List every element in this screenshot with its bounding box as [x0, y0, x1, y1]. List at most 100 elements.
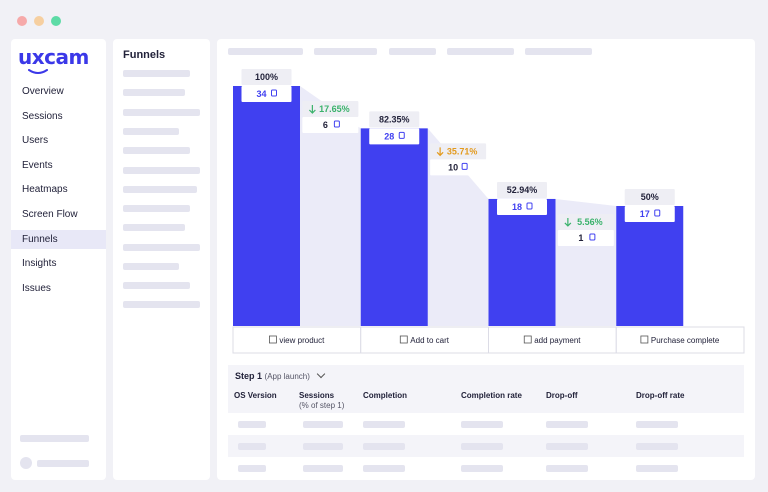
funnel-list-item[interactable]	[123, 167, 200, 174]
sidebar-item-screen-flow[interactable]: Screen Flow	[22, 209, 78, 220]
header-placeholder	[447, 48, 514, 55]
conversion-pct-label: 82.35%	[379, 114, 410, 124]
logo-text: uxcam	[18, 45, 89, 69]
conversion-label-bg	[624, 189, 675, 205]
session-count-label: 18	[512, 202, 522, 212]
sidebar-item-sessions[interactable]: Sessions	[22, 111, 63, 122]
event-icon	[399, 335, 408, 344]
header-drop-off-rate[interactable]: Drop-off rate	[636, 391, 685, 400]
header-placeholder	[314, 48, 377, 55]
count-label-bg	[624, 206, 675, 222]
sidebar-item-funnels[interactable]: Funnels	[11, 230, 106, 249]
session-icon	[271, 89, 277, 97]
event-icon	[640, 335, 649, 344]
dropoff-pct-label: 17.65%	[319, 104, 350, 114]
category-label: Purchase complete	[651, 336, 720, 345]
funnel-list-item[interactable]	[123, 70, 190, 77]
funnel-list-item[interactable]	[123, 301, 200, 308]
funnel-bar[interactable]	[488, 198, 556, 326]
step-selector[interactable]: Step 1 (App launch)	[228, 365, 744, 387]
arrow-down-icon	[564, 217, 572, 227]
header-sessions[interactable]: Sessions (% of step 1)	[299, 391, 345, 410]
table-row[interactable]	[228, 413, 744, 435]
dropoff-count-label: 6	[323, 120, 328, 130]
uxcam-logo[interactable]: uxcam	[18, 45, 96, 75]
sidebar-item-insights[interactable]: Insights	[22, 258, 57, 269]
funnel-bar[interactable]	[233, 86, 300, 326]
session-icon	[589, 233, 596, 241]
sidebar-item-users[interactable]: Users	[22, 135, 49, 146]
header-placeholder	[228, 48, 303, 55]
window-maximize-button[interactable]	[51, 16, 61, 26]
conversion-label-bg	[369, 111, 420, 128]
step-title: Step 1	[235, 371, 263, 381]
sidebar-placeholder	[20, 435, 89, 442]
dropoff-count-bg	[557, 229, 614, 246]
funnel-bar[interactable]	[360, 128, 428, 326]
window-close-button[interactable]	[17, 16, 27, 26]
funnels-panel-title: Funnels	[123, 49, 166, 61]
header-completion[interactable]: Completion	[363, 391, 407, 400]
conversion-pct-label: 100%	[255, 72, 278, 82]
event-icon	[523, 335, 532, 344]
conversion-label-bg	[241, 69, 292, 85]
session-icon	[398, 131, 405, 139]
sidebar-item-overview[interactable]: Overview	[22, 86, 64, 97]
table-row[interactable]	[228, 457, 744, 479]
conversion-pct-label: 50%	[641, 192, 659, 202]
arrow-down-icon	[436, 147, 444, 157]
sidebar-item-issues[interactable]: Issues	[22, 283, 51, 294]
count-label-bg	[497, 198, 547, 215]
conversion-label-bg	[497, 181, 547, 198]
dropoff-pct-label: 5.56%	[577, 217, 603, 227]
category-cell	[488, 326, 617, 354]
session-count-label: 28	[384, 131, 394, 141]
dropoff-count-bg	[302, 117, 359, 133]
category-label: Add to cart	[410, 336, 449, 345]
header-os-version[interactable]: OS Version	[234, 391, 277, 400]
user-name-placeholder	[37, 460, 89, 467]
category-label: add payment	[534, 336, 581, 345]
dropoff-count-label: 10	[448, 162, 458, 172]
session-count-label: 34	[256, 89, 266, 99]
header-completion-rate[interactable]: Completion rate	[461, 391, 522, 400]
funnel-list-item[interactable]	[123, 186, 197, 193]
category-cell	[615, 326, 745, 354]
chevron-down-icon[interactable]	[317, 369, 326, 379]
session-icon	[461, 162, 468, 170]
session-icon	[526, 202, 533, 210]
funnel-list-item[interactable]	[123, 224, 185, 231]
dropoff-pct-label: 35.71%	[447, 146, 478, 156]
sidebar: uxcam Overview Sessions Users Events Hea…	[11, 39, 106, 480]
funnel-list-item[interactable]	[123, 282, 190, 289]
funnel-list-item[interactable]	[123, 263, 179, 270]
funnel-list-item[interactable]	[123, 244, 200, 251]
funnel-list-item[interactable]	[123, 89, 185, 96]
funnel-list-item[interactable]	[123, 109, 200, 116]
conversion-pct-label: 52.94%	[507, 185, 538, 195]
category-label: view product	[279, 336, 325, 345]
header-drop-off[interactable]: Drop-off	[546, 391, 578, 400]
dropoff-count-label: 1	[578, 233, 583, 243]
funnel-list-item[interactable]	[123, 147, 190, 154]
dropoff-pct-bg	[557, 213, 614, 230]
table-row[interactable]	[228, 435, 744, 457]
count-label-bg	[369, 128, 420, 145]
funnel-bar[interactable]	[616, 206, 684, 326]
count-label-bg	[241, 86, 292, 102]
sidebar-item-events[interactable]: Events	[22, 160, 53, 171]
category-cell	[232, 326, 362, 354]
user-avatar[interactable]	[20, 457, 32, 469]
dropoff-pct-bg	[302, 101, 359, 117]
funnel-chart: 100% 34 view product 82.35% 28 Add to cart 52.…	[232, 69, 745, 354]
dropoff-count-bg	[430, 159, 487, 176]
funnel-list-item[interactable]	[123, 128, 179, 135]
funnel-main-panel: 100% 34 view product 82.35% 28 Add to cart 52.…	[217, 39, 755, 480]
step-subtitle: (App launch)	[264, 372, 310, 381]
dropoff-area	[300, 86, 361, 326]
window-minimize-button[interactable]	[34, 16, 44, 26]
sidebar-item-heatmaps[interactable]: Heatmaps	[22, 184, 68, 195]
dropoff-area	[427, 128, 489, 326]
funnel-list-item[interactable]	[123, 205, 190, 212]
